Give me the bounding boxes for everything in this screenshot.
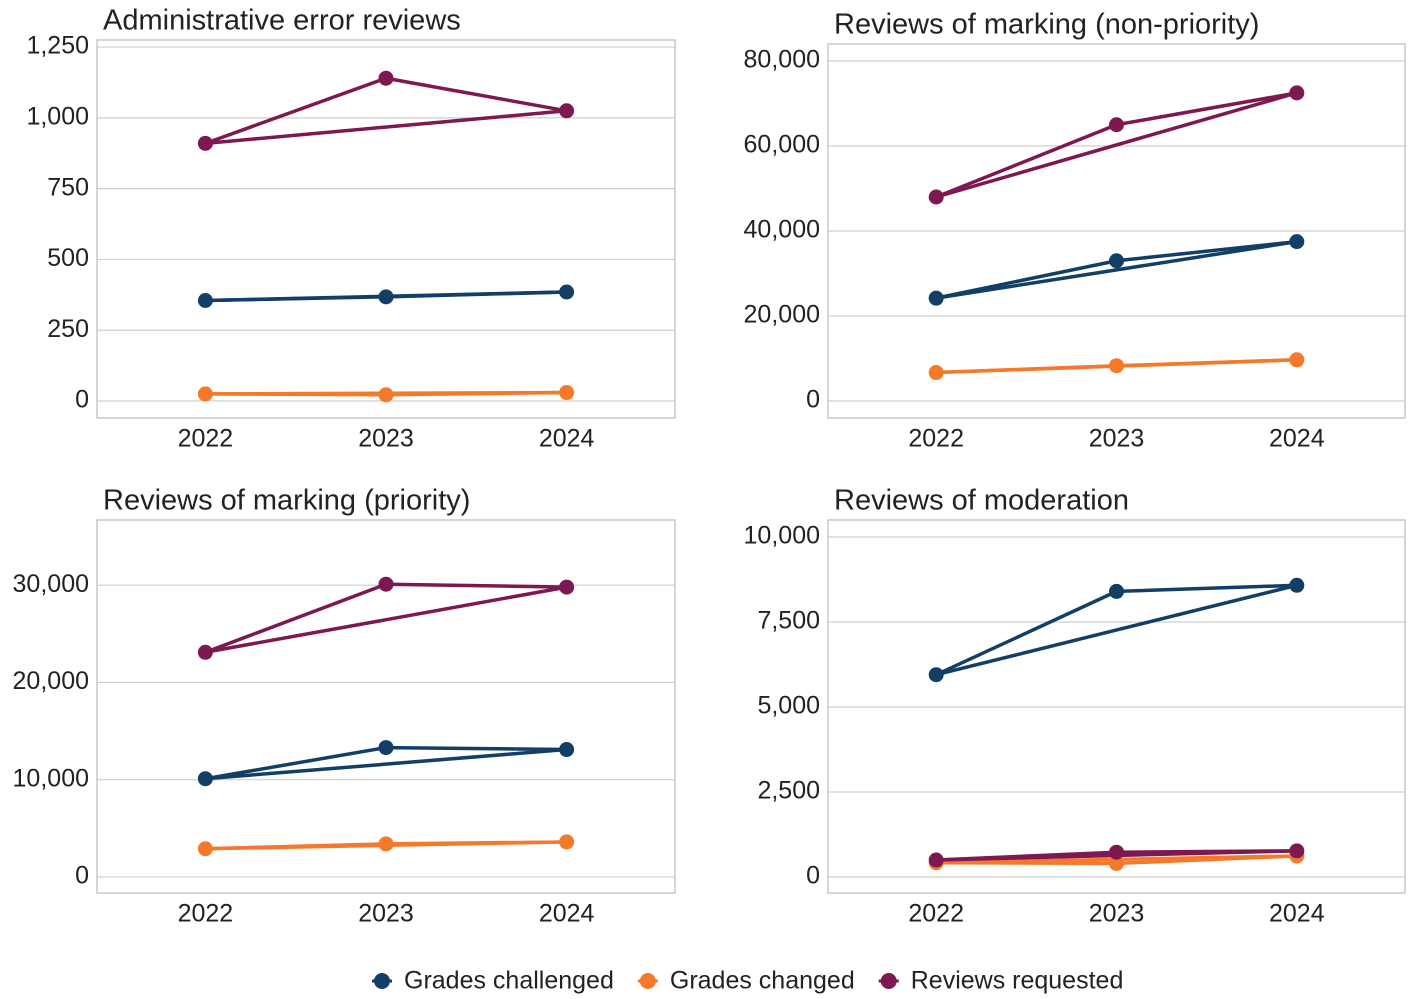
data-point xyxy=(1289,352,1305,368)
y-tick-label: 20,000 xyxy=(744,301,820,329)
data-point xyxy=(559,579,575,595)
data-point xyxy=(928,290,944,306)
data-point xyxy=(559,742,575,758)
x-tick-label: 2024 xyxy=(539,900,595,928)
closing-line xyxy=(205,109,567,146)
x-tick-label: 2022 xyxy=(908,425,964,453)
data-point xyxy=(928,189,944,205)
data-point xyxy=(1109,253,1124,269)
data-point xyxy=(559,284,575,300)
data-point xyxy=(378,289,394,305)
plot-frame xyxy=(96,39,676,419)
y-tick-label: 20,000 xyxy=(13,667,89,695)
data-point xyxy=(197,135,213,151)
y-tick-label: 5,000 xyxy=(757,692,820,720)
data-point xyxy=(197,386,213,402)
closing-line xyxy=(205,747,567,781)
subplot-title: Reviews of moderation xyxy=(834,485,1129,517)
closing-line xyxy=(935,239,1298,300)
subplot-title: Administrative error reviews xyxy=(103,5,461,37)
y-tick-label: 80,000 xyxy=(744,46,820,74)
data-point xyxy=(1289,234,1305,250)
plot-frame xyxy=(96,519,676,894)
y-tick-label: 500 xyxy=(47,244,89,272)
x-tick-label: 2022 xyxy=(908,900,964,928)
data-point xyxy=(197,644,213,660)
y-tick-label: 1,000 xyxy=(26,102,89,130)
x-tick-label: 2023 xyxy=(358,425,414,453)
series-line xyxy=(204,76,567,145)
y-tick-label: 40,000 xyxy=(744,216,820,244)
y-tick-label: 10,000 xyxy=(13,764,89,792)
data-point xyxy=(378,836,394,852)
data-point xyxy=(378,387,394,403)
subplot-title: Reviews of marking (non-priority) xyxy=(834,9,1259,41)
plot-frame xyxy=(827,43,1406,419)
y-tick-label: 0 xyxy=(806,862,820,890)
data-point xyxy=(928,852,944,868)
data-point xyxy=(1109,117,1124,133)
data-point xyxy=(197,292,213,308)
data-point xyxy=(559,834,575,850)
x-tick-label: 2023 xyxy=(1089,425,1145,453)
y-tick-label: 60,000 xyxy=(744,131,820,159)
subplot-title: Reviews of marking (priority) xyxy=(103,485,470,517)
plot-frame xyxy=(827,519,1406,894)
x-tick-label: 2022 xyxy=(178,425,234,453)
data-point xyxy=(197,841,213,857)
y-tick-label: 1,250 xyxy=(26,32,89,60)
y-tick-label: 0 xyxy=(806,386,820,414)
y-tick-label: 250 xyxy=(47,315,89,343)
data-point xyxy=(1109,855,1124,871)
data-point xyxy=(197,771,213,787)
y-tick-label: 30,000 xyxy=(13,570,89,598)
data-point xyxy=(378,740,394,756)
y-tick-label: 7,500 xyxy=(757,607,820,635)
data-point xyxy=(1289,85,1305,101)
data-point xyxy=(559,385,575,401)
x-tick-label: 2023 xyxy=(358,900,414,928)
data-point xyxy=(928,365,944,381)
data-point xyxy=(378,70,394,86)
closing-line xyxy=(205,585,567,654)
data-point xyxy=(559,103,575,119)
closing-line xyxy=(935,583,1298,677)
legend-label: Reviews requested xyxy=(911,967,1124,995)
x-tick-label: 2022 xyxy=(178,900,234,928)
data-point xyxy=(1109,583,1124,599)
y-tick-label: 2,500 xyxy=(757,777,820,805)
x-tick-label: 2024 xyxy=(1269,900,1325,928)
closing-line xyxy=(935,91,1298,199)
y-tick-label: 750 xyxy=(47,173,89,201)
data-point xyxy=(1289,577,1305,593)
data-point xyxy=(928,667,944,683)
x-tick-label: 2024 xyxy=(539,425,595,453)
x-tick-label: 2024 xyxy=(1269,425,1325,453)
y-tick-label: 10,000 xyxy=(744,522,820,550)
y-tick-label: 0 xyxy=(75,386,89,414)
data-point xyxy=(378,576,394,592)
y-tick-label: 0 xyxy=(75,862,89,890)
data-point xyxy=(1109,358,1124,374)
legend-label: Grades changed xyxy=(670,967,855,995)
x-tick-label: 2023 xyxy=(1089,900,1145,928)
data-point xyxy=(1109,844,1124,860)
legend-label: Grades challenged xyxy=(404,967,614,995)
data-point xyxy=(1289,843,1305,859)
